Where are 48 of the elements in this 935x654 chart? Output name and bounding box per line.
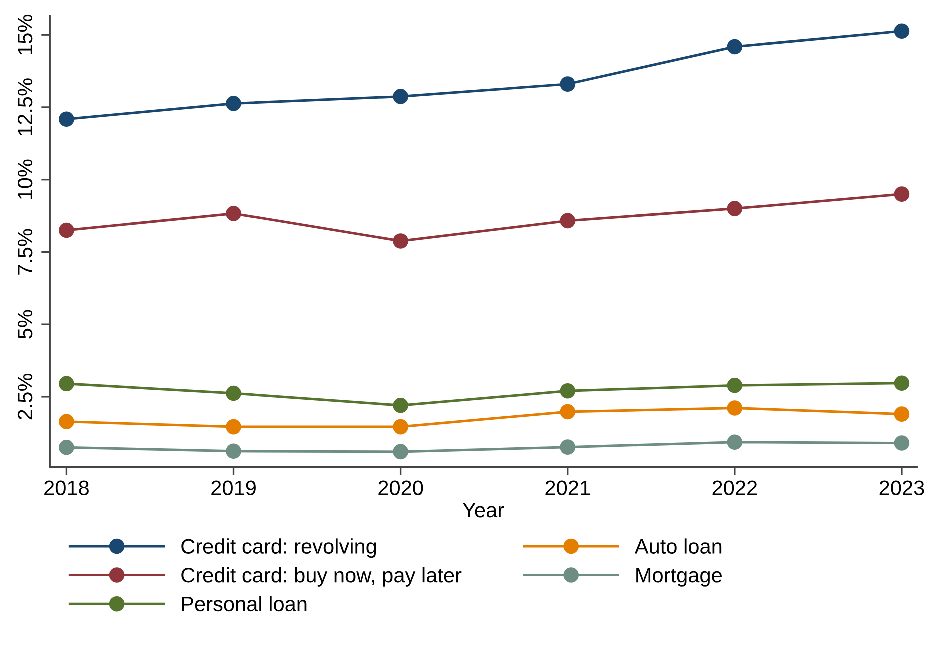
point bbox=[894, 436, 910, 451]
point bbox=[59, 440, 74, 456]
x-tick-label: 2020 bbox=[378, 480, 424, 496]
point bbox=[894, 24, 910, 39]
point bbox=[727, 201, 743, 216]
x-tick-label: 2019 bbox=[212, 480, 256, 496]
point bbox=[727, 39, 743, 55]
y-tick-label: 10% bbox=[18, 160, 33, 200]
point bbox=[59, 222, 74, 238]
legend-label: Credit card: revolving bbox=[182, 538, 376, 558]
y-tick-label: 2.5% bbox=[18, 374, 33, 420]
point bbox=[226, 386, 242, 402]
point bbox=[393, 398, 408, 414]
x-tick-label: 2018 bbox=[44, 480, 89, 496]
point bbox=[393, 89, 408, 104]
point bbox=[226, 206, 242, 222]
legend-label: Credit card: buy now, pay later bbox=[182, 567, 462, 587]
point bbox=[59, 112, 74, 127]
point bbox=[393, 234, 408, 249]
x-tick-label: 2021 bbox=[546, 480, 590, 496]
point bbox=[560, 440, 576, 455]
legend-label: Auto loan bbox=[634, 538, 722, 554]
legend-label: Mortgage bbox=[636, 568, 722, 587]
point bbox=[59, 376, 74, 392]
point bbox=[727, 378, 743, 394]
point bbox=[560, 76, 576, 92]
point bbox=[560, 404, 576, 420]
point bbox=[727, 434, 743, 450]
point bbox=[727, 400, 743, 416]
point bbox=[560, 384, 576, 399]
point bbox=[59, 414, 74, 430]
x-axis-title: Year bbox=[462, 503, 504, 518]
point bbox=[894, 406, 910, 422]
legend-label: Personal loan bbox=[182, 596, 307, 612]
y-tick-label: 5% bbox=[18, 310, 33, 339]
point bbox=[226, 96, 242, 112]
x-tick-label: 2022 bbox=[712, 480, 758, 496]
point bbox=[393, 444, 408, 460]
y-tick-label: 7.5% bbox=[18, 229, 33, 275]
y-tick-label: 15% bbox=[18, 14, 33, 54]
point bbox=[560, 213, 576, 229]
y-tick-label: 12.5% bbox=[18, 78, 33, 136]
point bbox=[393, 419, 408, 435]
point bbox=[894, 376, 910, 391]
point bbox=[226, 444, 242, 460]
point bbox=[894, 186, 910, 202]
x-tick-label: 2023 bbox=[880, 480, 924, 496]
point bbox=[226, 419, 242, 435]
